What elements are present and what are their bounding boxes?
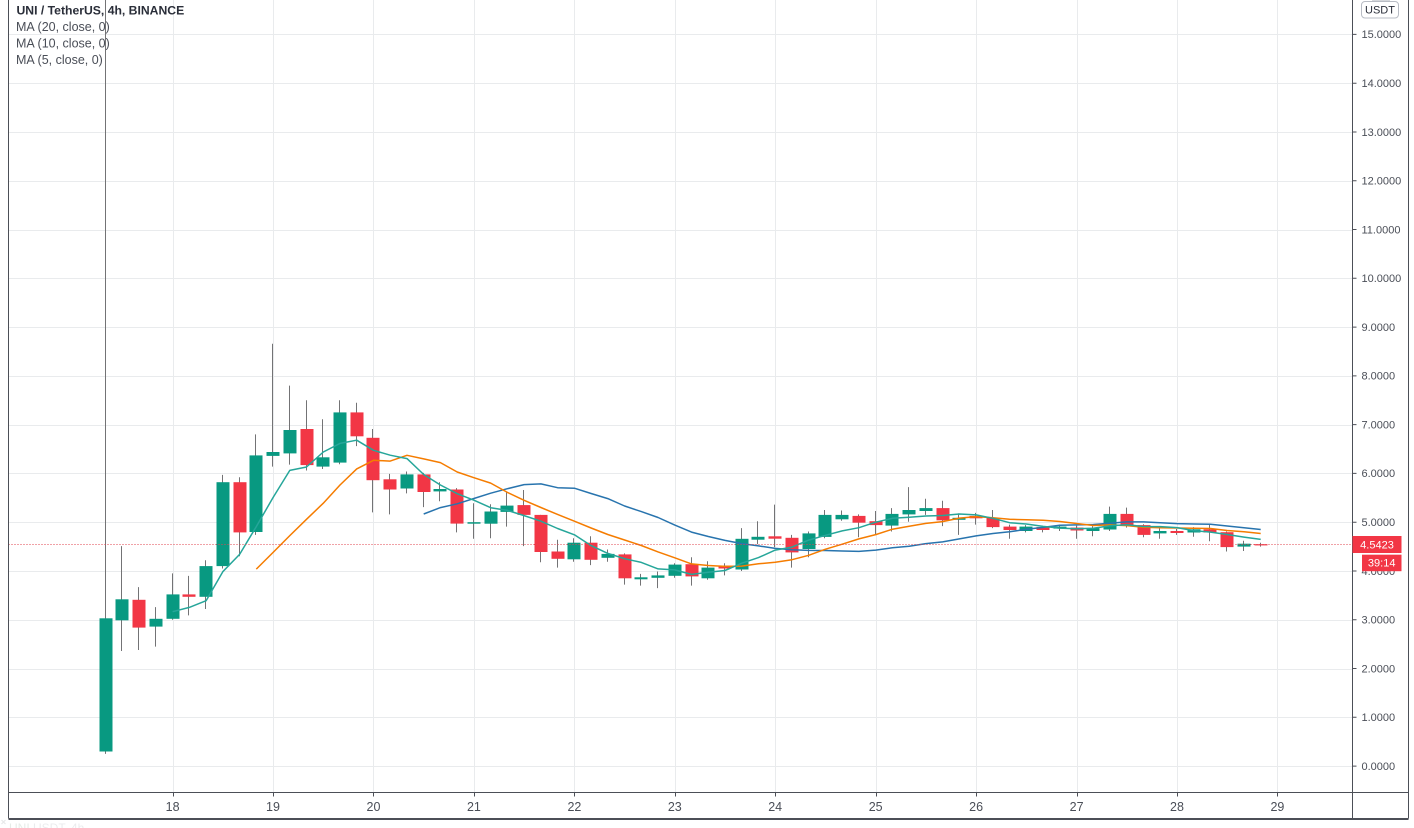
- svg-text:15.0000: 15.0000: [1362, 29, 1402, 41]
- svg-text:9.0000: 9.0000: [1362, 322, 1396, 334]
- svg-text:24: 24: [768, 800, 782, 814]
- svg-text:4.5423: 4.5423: [1360, 539, 1394, 551]
- svg-text:23: 23: [668, 800, 682, 814]
- svg-text:6.0000: 6.0000: [1362, 468, 1396, 480]
- svg-text:12.0000: 12.0000: [1362, 176, 1402, 188]
- svg-text:14.0000: 14.0000: [1362, 78, 1402, 90]
- svg-text:3.0000: 3.0000: [1362, 615, 1396, 627]
- svg-text:MA (20, close, 0): MA (20, close, 0): [16, 20, 110, 34]
- svg-text:20: 20: [367, 800, 381, 814]
- svg-text:19: 19: [266, 800, 280, 814]
- svg-text:7.0000: 7.0000: [1362, 419, 1396, 431]
- svg-text:MA (10, close, 0): MA (10, close, 0): [16, 37, 110, 51]
- svg-text:1.0000: 1.0000: [1362, 712, 1396, 724]
- svg-text:UNI: UNI: [9, 821, 30, 828]
- svg-text:26: 26: [969, 800, 983, 814]
- svg-text:5.0000: 5.0000: [1362, 517, 1396, 529]
- svg-text:29: 29: [1270, 800, 1284, 814]
- svg-text:18: 18: [166, 800, 180, 814]
- svg-text:21: 21: [467, 800, 481, 814]
- svg-text:MA (5, close, 0): MA (5, close, 0): [16, 53, 103, 67]
- svg-text:39:14: 39:14: [1368, 557, 1396, 569]
- svg-text:13.0000: 13.0000: [1362, 127, 1402, 139]
- svg-text:25: 25: [869, 800, 883, 814]
- svg-text:10.0000: 10.0000: [1362, 273, 1402, 285]
- svg-text:22: 22: [567, 800, 581, 814]
- svg-text:28: 28: [1170, 800, 1184, 814]
- svg-text:2.0000: 2.0000: [1362, 663, 1396, 675]
- svg-text:USDT, 4h: USDT, 4h: [33, 821, 84, 828]
- svg-text:USDT: USDT: [1365, 5, 1395, 17]
- svg-text:11.0000: 11.0000: [1362, 224, 1401, 236]
- svg-text:27: 27: [1070, 800, 1084, 814]
- svg-text:UNI / TetherUS, 4h, BINANCE: UNI / TetherUS, 4h, BINANCE: [17, 4, 185, 18]
- svg-text:8.0000: 8.0000: [1362, 371, 1396, 383]
- svg-text:0.0000: 0.0000: [1362, 761, 1396, 773]
